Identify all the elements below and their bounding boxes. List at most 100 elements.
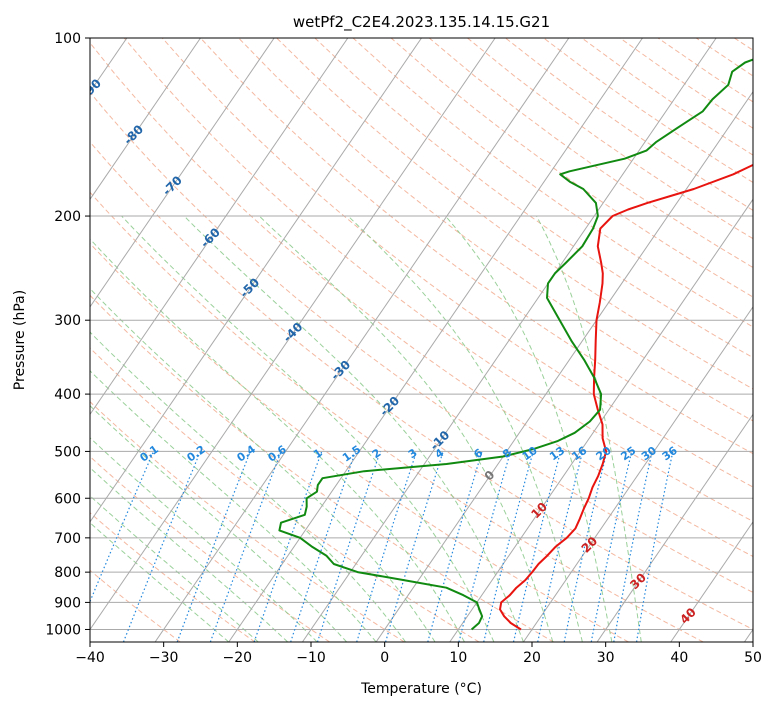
dry-adiabat	[314, 38, 753, 359]
isotherm-line	[90, 38, 496, 631]
dry-adiabat	[467, 38, 753, 240]
moist-adiabat	[90, 405, 347, 642]
moist-adiabat	[90, 522, 230, 642]
isotherm-label: -70	[160, 173, 185, 198]
isotherm-line	[90, 38, 349, 416]
isotherm-line	[228, 38, 643, 642]
dry-adiabat	[619, 38, 753, 129]
x-tick-label: −30	[149, 650, 179, 666]
dry-adiabat	[390, 38, 753, 298]
isotherm-line	[90, 38, 275, 308]
mixing-ratio-label: 36	[660, 444, 680, 464]
mixing-ratio-line	[427, 451, 483, 642]
mixing-ratio-line	[356, 451, 418, 642]
moist-adiabat	[90, 287, 436, 642]
isotherm-line	[90, 38, 422, 523]
isotherm-label: 10	[528, 500, 550, 522]
mixing-ratio-label: 16	[569, 444, 589, 464]
background-lines	[90, 38, 753, 642]
plot-frame	[89, 37, 754, 643]
isotherm-line	[375, 90, 753, 642]
dewpoint-line	[278, 58, 753, 631]
isotherm-line	[596, 413, 753, 642]
moist-adiabat	[347, 215, 583, 642]
y-tick-label: 300	[54, 313, 81, 329]
temperature-line	[499, 163, 753, 631]
moist-adiabat	[90, 370, 377, 642]
mixing-ratio-label: 13	[547, 444, 567, 463]
dry-adiabat	[276, 38, 753, 390]
mixing-ratio-line	[483, 451, 534, 642]
mixing-ratio-line	[537, 451, 584, 642]
moist-adiabat	[258, 215, 554, 642]
mixing-ratio-line	[385, 451, 444, 642]
x-tick-label: 0	[380, 650, 389, 666]
y-tick-label: 1000	[45, 622, 81, 638]
dry-adiabat	[90, 191, 704, 642]
dry-adiabat	[123, 38, 753, 522]
moist-adiabat	[90, 238, 465, 642]
moist-adiabat	[90, 495, 259, 642]
moist-adiabat	[90, 467, 289, 642]
isotherm-label: -20	[377, 394, 402, 419]
mixing-ratio-line	[90, 451, 155, 604]
dry-adiabat	[161, 38, 753, 488]
mixing-ratio-line	[512, 451, 562, 642]
y-tick-label: 800	[54, 565, 81, 581]
x-tick-label: −20	[223, 650, 253, 666]
dry-adiabat	[695, 38, 753, 77]
dry-adiabat	[90, 455, 330, 642]
dry-adiabat	[90, 91, 753, 594]
isotherm-label: -10	[427, 428, 452, 453]
mixing-ratio-label: 25	[618, 444, 638, 463]
x-tick-label: −10	[296, 650, 326, 666]
isotherm-line	[670, 521, 753, 642]
y-tick-label: 600	[54, 491, 81, 507]
x-tick-label: 20	[523, 650, 541, 666]
x-axis-label: Temperature (°C)	[360, 681, 482, 697]
mixing-ratio-line	[122, 451, 201, 642]
isotherm-label: -60	[198, 225, 223, 250]
y-axis-label: Pressure (hPa)	[12, 290, 28, 390]
mixing-ratio-label: 0.6	[265, 443, 289, 465]
dry-adiabat	[90, 569, 181, 642]
dry-adiabat	[428, 38, 753, 269]
y-tick-label: 500	[54, 444, 81, 460]
mixing-ratio-label: 10	[520, 444, 540, 464]
dry-adiabat	[90, 141, 753, 631]
dry-adiabat	[90, 401, 405, 642]
dry-adiabat	[238, 38, 753, 422]
y-tick-label: 900	[54, 595, 81, 611]
isotherm-line	[154, 38, 570, 642]
moist-adiabat	[90, 331, 406, 642]
isotherm-label: 40	[677, 605, 699, 627]
isotherm-label: -80	[121, 122, 146, 147]
mixing-ratio-line	[176, 451, 251, 642]
y-tick-label: 200	[54, 209, 81, 225]
mixing-ratio-line	[316, 451, 381, 642]
x-tick-label: 40	[670, 650, 688, 666]
isotherm-label: 0	[482, 468, 498, 484]
x-tick-label: 50	[744, 650, 762, 666]
mixing-ratio-line	[458, 451, 512, 642]
mixing-ratio-label: 3	[406, 446, 420, 461]
mixing-ratio-label: 0.1	[138, 443, 161, 465]
dry-adiabat	[90, 42, 753, 558]
mixing-ratio-label: 0.2	[184, 443, 207, 465]
x-tick-label: −40	[75, 650, 105, 666]
dry-adiabat	[581, 38, 753, 156]
mixing-ratio-line	[290, 451, 357, 642]
dry-adiabat	[734, 38, 753, 51]
isotherm-line	[90, 38, 201, 201]
dry-adiabat	[90, 242, 629, 642]
dry-adiabat	[505, 38, 753, 211]
isotherm-label: 20	[579, 534, 601, 556]
dry-adiabat	[90, 347, 480, 642]
profile-lines	[278, 58, 753, 631]
axes: −40 −30 −20 −10 0 10 20 30 40 5010009008007006005…	[45, 31, 762, 666]
mixing-ratio-label: 30	[639, 444, 659, 464]
isotherm-line	[302, 38, 717, 642]
isotherm-label: -30	[328, 358, 353, 383]
y-tick-label: 700	[54, 531, 81, 547]
